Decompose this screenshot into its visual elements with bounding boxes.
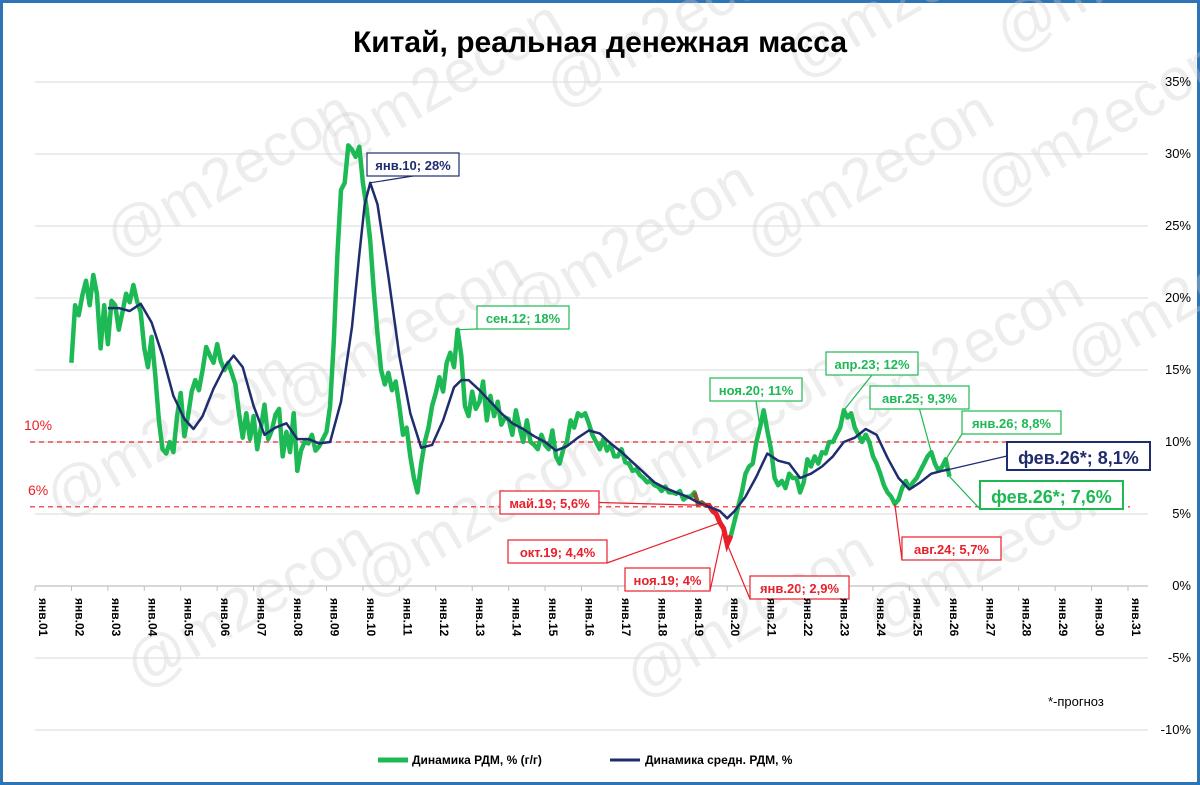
annotation-box (366, 152, 460, 177)
x-tick-label: янв.17 (619, 598, 633, 637)
x-tick-label: янв.11 (400, 598, 414, 636)
x-tick-label: янв.09 (327, 598, 341, 637)
x-tick-label: янв.08 (291, 598, 305, 637)
y-tick-label: 15% (1165, 362, 1191, 377)
x-tick-label: янв.14 (510, 598, 524, 637)
x-tick-label: янв.16 (583, 598, 597, 637)
annotation-leader (755, 400, 761, 428)
annotation-label: янв.10; 28% (375, 158, 451, 173)
x-tick-label: янв.15 (546, 598, 560, 637)
legend-label-green: Динамика РДМ, % (г/г) (412, 753, 542, 767)
annotation-label: авг.24; 5,7% (914, 542, 989, 557)
annotation-box (499, 490, 600, 515)
annotation-box (709, 377, 803, 402)
x-tick-label: янв.22 (801, 598, 815, 637)
x-tick-label: янв.06 (218, 598, 232, 637)
annotation-box (624, 567, 711, 592)
x-tick-label: янв.24 (874, 598, 888, 637)
y-tick-label: 30% (1165, 146, 1191, 161)
legend: Динамика РДМ, % (г/г) Динамика средн. РД… (378, 753, 793, 767)
series-green-line (69, 143, 952, 547)
annotation-box (869, 385, 970, 410)
forecast-note: *-прогноз (1048, 694, 1104, 709)
annotation-label: ноя.20; 11% (719, 383, 794, 398)
annotation-box (825, 351, 919, 376)
watermark-2: @m2econ (533, 0, 804, 121)
legend-label-navy: Динамика средн. РДМ, % (645, 753, 793, 767)
annotation-label: фев.26*; 8,1% (1018, 448, 1139, 468)
x-tick-label: янв.05 (182, 598, 196, 637)
x-tick-label: янв.19 (692, 598, 706, 637)
reference-label-1: 6% (28, 482, 48, 498)
x-tick-label: янв.23 (838, 598, 852, 637)
y-axis-ticks: 35% 30% 25% 20% 15% 10% 5% 0% -5% -10% (1161, 74, 1192, 737)
annotation-box (749, 575, 850, 600)
y-tick-label: 10% (1165, 434, 1191, 449)
watermark-0: @m2econ (93, 76, 364, 271)
x-tick-label: янв.12 (437, 598, 451, 637)
x-tick-label: янв.04 (145, 598, 159, 637)
annotation-box (979, 480, 1124, 510)
y-tick-label: -5% (1168, 650, 1192, 665)
x-tick-label: янв.02 (72, 598, 86, 637)
annotation-leader (945, 433, 963, 460)
x-tick-label: янв.13 (473, 598, 487, 637)
reference-label-0: 10% (24, 417, 52, 433)
annotation-leader (894, 503, 903, 561)
x-tick-label: янв.29 (1056, 598, 1070, 637)
x-tick-label: янв.10 (364, 598, 378, 637)
x-tick-label: янв.27 (983, 598, 997, 637)
x-tick-label: янв.01 (36, 598, 50, 637)
x-tick-label: янв.28 (1020, 598, 1034, 637)
annotation-leader (843, 374, 873, 411)
annotation-leader (370, 175, 414, 184)
watermark-12: @m2econ (583, 336, 854, 531)
annotation-label: май.19; 5,6% (509, 496, 590, 511)
annotation-leader (709, 528, 725, 592)
annotation-leader (606, 522, 721, 564)
annotation-leader (949, 476, 981, 510)
x-tick-label: янв.30 (1093, 598, 1107, 637)
y-tick-label: 35% (1165, 74, 1191, 89)
x-tick-label: янв.07 (255, 598, 269, 637)
chart-title: Китай, реальная денежная масса (353, 26, 847, 59)
annotation-label: авг.25; 9,3% (882, 391, 957, 406)
x-axis-ticks: янв.01 янв.02 янв.03 янв.04 янв.05 янв.06 янв.… (34, 586, 1143, 637)
y-tick-label: 25% (1165, 218, 1191, 233)
y-tick-label: 20% (1165, 290, 1191, 305)
annotation-label: апр.23; 12% (834, 357, 909, 372)
annotation-leader (918, 408, 932, 453)
y-tick-label: 5% (1172, 506, 1191, 521)
annotation-label: янв.26; 8,8% (972, 416, 1052, 431)
annotation-box (1006, 441, 1151, 471)
annotation-label: ноя.19; 4% (633, 573, 701, 588)
x-tick-label: янв.21 (765, 598, 779, 637)
watermark-8: @m2econ (733, 76, 1004, 271)
y-tick-label: -10% (1161, 722, 1192, 737)
annotation-leader (949, 455, 1008, 470)
x-tick-label: янв.20 (728, 598, 742, 637)
annotation-leader (598, 501, 706, 506)
annotation-label: окт.19; 4,4% (520, 545, 596, 560)
annotation-box (901, 536, 1002, 561)
annotation-leader (457, 328, 478, 331)
x-tick-label: янв.31 (1129, 598, 1143, 637)
y-tick-label: 0% (1172, 578, 1191, 593)
annotation-leader (726, 544, 751, 600)
annotation-label: сен.12; 18% (486, 311, 561, 326)
watermark-9: @m2econ (963, 26, 1200, 221)
series-navy-line (107, 181, 950, 520)
annotation-box (507, 539, 608, 564)
x-tick-label: янв.25 (910, 598, 924, 637)
x-tick-label: янв.26 (947, 598, 961, 637)
annotation-label: фев.26*; 7,6% (991, 487, 1112, 507)
annotation-box (476, 305, 570, 330)
x-tick-label: янв.18 (655, 598, 669, 637)
annotations-layer: янв.10; 28% сен.12; 18% ноя.20; 11% апр.23;… (366, 152, 1151, 600)
series-layer (69, 143, 952, 553)
annotation-box (961, 410, 1062, 435)
x-tick-label: янв.03 (109, 598, 123, 637)
